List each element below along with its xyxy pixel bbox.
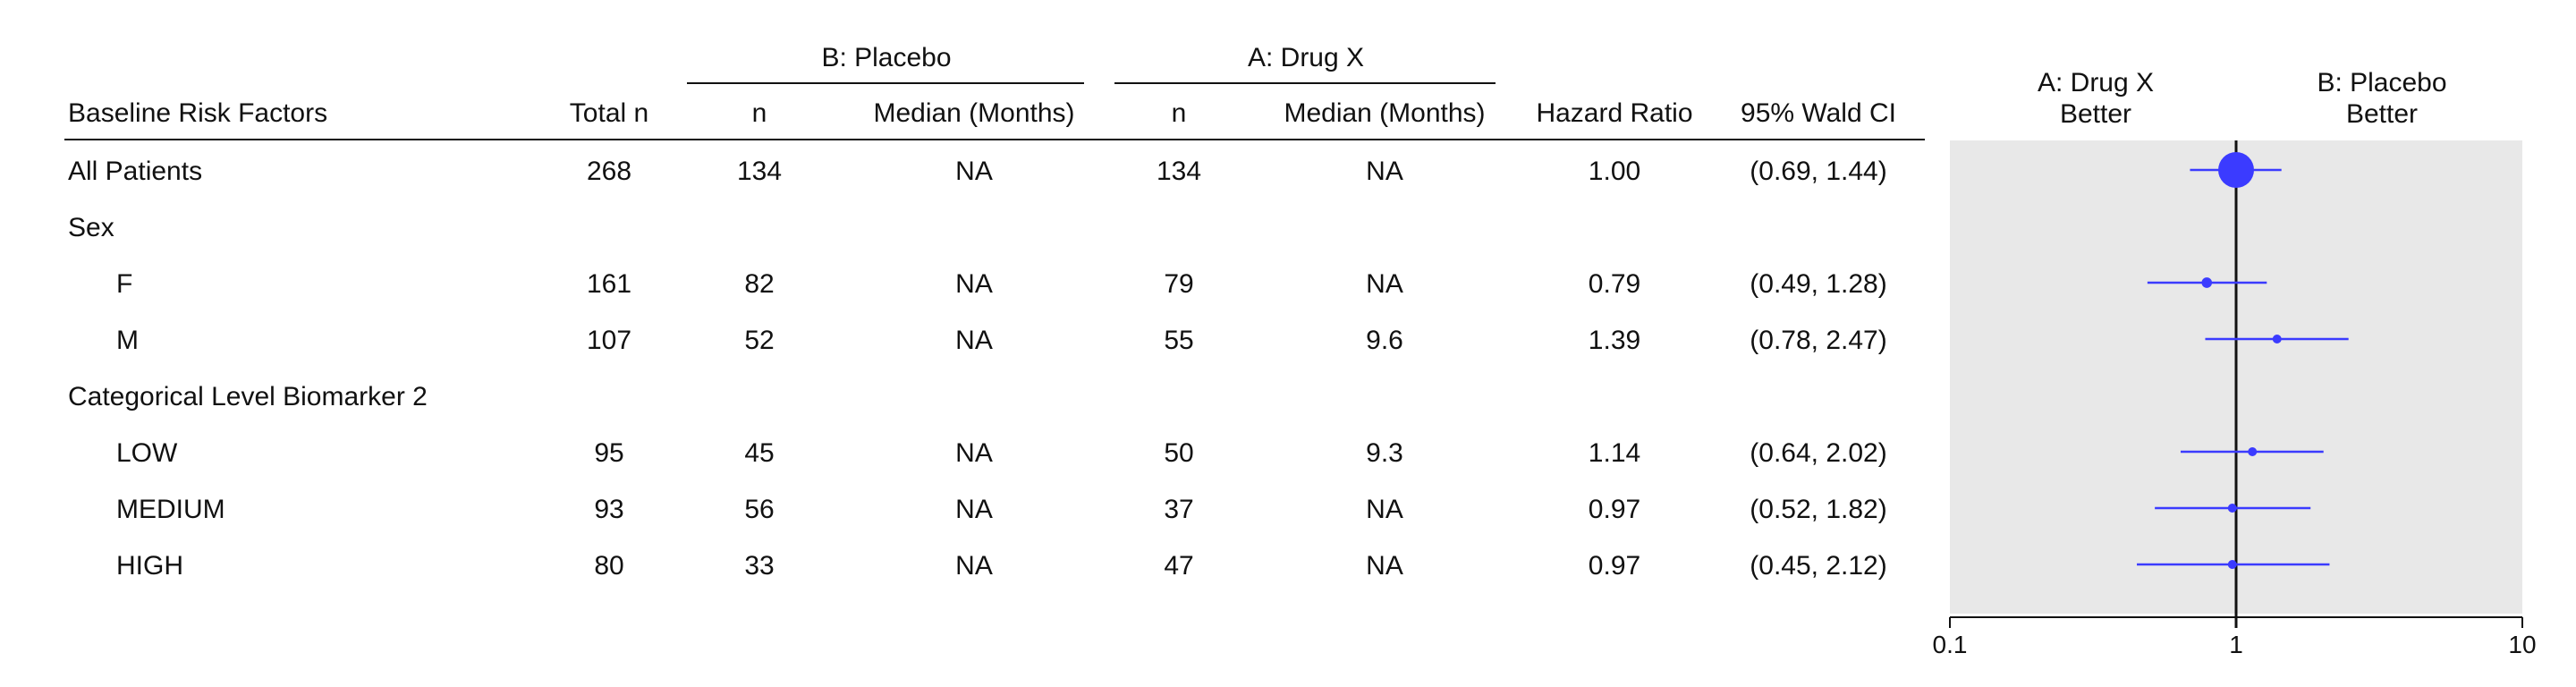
- x-tick-label: 1: [2229, 631, 2243, 658]
- cell-drug-median: NA: [1366, 551, 1403, 581]
- cell-hazard-ratio: 0.97: [1589, 551, 1640, 581]
- hazard-ratio-point: [2201, 277, 2213, 288]
- forest-row: [2147, 277, 2267, 288]
- forest-row: [2205, 335, 2349, 344]
- table-row: Categorical Level Biomarker 2: [68, 382, 428, 411]
- cell-hazard-ratio: 0.97: [1589, 495, 1640, 524]
- row-label: LOW: [116, 438, 178, 468]
- cell-drug-n: 134: [1157, 157, 1201, 186]
- favors-placebo-label-line1: B: Placebo: [2317, 68, 2446, 98]
- hazard-ratio-point: [2227, 560, 2237, 569]
- subgroup-table: B: Placebo A: Drug X Baseline Risk Factors…: [64, 43, 1925, 581]
- cell-total-n: 161: [587, 269, 631, 299]
- col-header-wald-ci: 95% Wald CI: [1741, 98, 1896, 128]
- col-header-drug-median: Median (Months): [1284, 98, 1485, 128]
- cell-placebo-median: NA: [955, 551, 993, 581]
- row-label: Categorical Level Biomarker 2: [68, 382, 428, 411]
- cell-placebo-median: NA: [955, 438, 993, 468]
- table-row: Sex: [68, 213, 114, 242]
- cell-drug-median: NA: [1366, 157, 1403, 186]
- cell-placebo-n: 52: [744, 326, 774, 355]
- col-header-placebo-median: Median (Months): [873, 98, 1074, 128]
- cell-hazard-ratio: 1.00: [1589, 157, 1640, 186]
- cell-hazard-ratio: 0.79: [1589, 269, 1640, 299]
- row-label: MEDIUM: [116, 495, 225, 524]
- x-tick-label: 0.1: [1933, 631, 1968, 658]
- cell-wald-ci: (0.49, 1.28): [1750, 269, 1886, 299]
- hazard-ratio-point: [2248, 447, 2258, 456]
- favors-drug-label-line1: A: Drug X: [2038, 68, 2154, 98]
- table-row: LOW 95 45 NA 50 9.3 1.14 (0.64, 2.02): [116, 438, 1887, 468]
- x-tick-label: 10: [2508, 631, 2536, 658]
- cell-drug-median: NA: [1366, 269, 1403, 299]
- group-header-placebo: B: Placebo: [821, 43, 951, 72]
- table-row: M 107 52 NA 55 9.6 1.39 (0.78, 2.47): [116, 326, 1887, 355]
- cell-total-n: 93: [594, 495, 623, 524]
- cell-drug-median: 9.3: [1366, 438, 1403, 468]
- cell-placebo-n: 82: [744, 269, 774, 299]
- cell-hazard-ratio: 1.14: [1589, 438, 1640, 468]
- row-label: Sex: [68, 213, 114, 242]
- cell-placebo-n: 134: [737, 157, 782, 186]
- cell-wald-ci: (0.45, 2.12): [1750, 551, 1886, 581]
- table-row: MEDIUM 93 56 NA 37 NA 0.97 (0.52, 1.82): [116, 495, 1887, 524]
- cell-wald-ci: (0.64, 2.02): [1750, 438, 1886, 468]
- hazard-ratio-point: [2272, 335, 2282, 344]
- table-row: F 161 82 NA 79 NA 0.79 (0.49, 1.28): [116, 269, 1887, 299]
- table-row: HIGH 80 33 NA 47 NA 0.97 (0.45, 2.12): [116, 551, 1887, 581]
- forest-row: [2190, 152, 2282, 188]
- cell-total-n: 107: [587, 326, 631, 355]
- cell-wald-ci: (0.69, 1.44): [1750, 157, 1886, 186]
- forest-row: [2137, 560, 2330, 569]
- forest-row: [2180, 447, 2324, 456]
- cell-total-n: 95: [594, 438, 623, 468]
- cell-drug-n: 37: [1164, 495, 1193, 524]
- col-header-total-n: Total n: [570, 98, 648, 128]
- col-header-hazard-ratio: Hazard Ratio: [1536, 98, 1692, 128]
- cell-wald-ci: (0.78, 2.47): [1750, 326, 1886, 355]
- cell-total-n: 268: [587, 157, 631, 186]
- cell-placebo-median: NA: [955, 157, 993, 186]
- table-row: All Patients 268 134 NA 134 NA 1.00 (0.69, 1.44…: [68, 157, 1887, 186]
- favors-placebo-label-line2: Better: [2346, 99, 2418, 129]
- cell-drug-n: 50: [1164, 438, 1193, 468]
- cell-placebo-n: 33: [744, 551, 774, 581]
- col-header-drug-n: n: [1172, 98, 1187, 128]
- cell-drug-n: 79: [1164, 269, 1193, 299]
- cell-placebo-median: NA: [955, 326, 993, 355]
- cell-placebo-median: NA: [955, 495, 993, 524]
- col-header-placebo-n: n: [752, 98, 767, 128]
- row-label: F: [116, 269, 132, 299]
- cell-placebo-n: 56: [744, 495, 774, 524]
- forest-row: [2155, 504, 2311, 513]
- row-label: All Patients: [68, 157, 202, 186]
- cell-drug-median: 9.6: [1366, 326, 1403, 355]
- cell-total-n: 80: [594, 551, 623, 581]
- row-label: HIGH: [116, 551, 183, 581]
- col-header-factor: Baseline Risk Factors: [68, 98, 327, 128]
- group-header-drug-x: A: Drug X: [1248, 43, 1364, 72]
- cell-hazard-ratio: 1.39: [1589, 326, 1640, 355]
- cell-wald-ci: (0.52, 1.82): [1750, 495, 1886, 524]
- cell-drug-n: 55: [1164, 326, 1193, 355]
- cell-placebo-median: NA: [955, 269, 993, 299]
- hazard-ratio-point: [2218, 152, 2254, 188]
- row-label: M: [116, 326, 139, 355]
- cell-placebo-n: 45: [744, 438, 774, 468]
- hazard-ratio-point: [2227, 504, 2237, 513]
- cell-drug-median: NA: [1366, 495, 1403, 524]
- cell-drug-n: 47: [1164, 551, 1193, 581]
- favors-drug-label-line2: Better: [2060, 99, 2131, 129]
